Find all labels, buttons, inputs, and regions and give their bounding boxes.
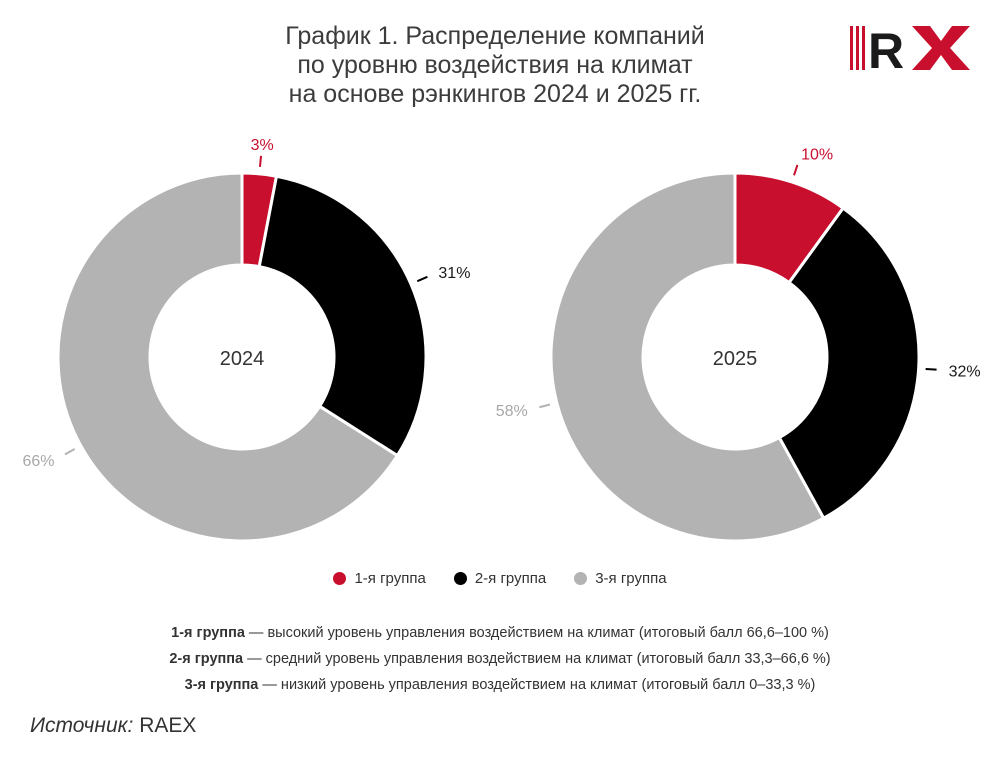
center-label-2024: 2024 (220, 348, 265, 370)
note-text-group-3: — низкий уровень управления воздействием… (258, 677, 816, 693)
title-line-2: по уровню воздействия на климат (297, 51, 693, 79)
data-label-2024-group-3: 66% (22, 453, 54, 470)
title-line-3: на основе рэнкингов 2024 и 2025 гг. (288, 80, 702, 108)
leader-line-2024-group-1 (258, 155, 263, 167)
slice-2025-group-3 (549, 171, 826, 543)
source-line: Источник: RAEX (30, 714, 196, 738)
legend-dot-group-3 (574, 572, 588, 585)
title-line-1: График 1. Распределение компаний (285, 22, 705, 50)
legend-label-group-2: 2-я группа (474, 570, 547, 587)
legend-item-group-2: 2-я группа (453, 570, 547, 587)
raex-logo: R (850, 23, 970, 74)
legend-label-group-1: 1-я группа (354, 570, 426, 587)
note-group-2: 2-я группа — средний уровень управления … (0, 646, 1000, 672)
leader-line-2025-group-1 (793, 164, 799, 176)
legend-dot-group-2 (453, 572, 467, 585)
note-term-group-1: 1-я группа (171, 625, 245, 641)
group-definitions: 1-я группа — высокий уровень управления … (0, 620, 1000, 698)
note-group-1: 1-я группа — высокий уровень управления … (0, 620, 1000, 646)
data-label-2025-group-1: 10% (801, 146, 833, 163)
donut-charts: 3% 31% 66% 2024 10% 32% 58% 2025 (22, 137, 981, 543)
leader-line-2024-group-3 (64, 448, 76, 456)
legend-dot-group-1 (333, 572, 347, 585)
slice-2025-group-2 (777, 206, 921, 521)
note-text-group-1: — высокий уровень управления воздействие… (244, 625, 829, 641)
slice-2024-group-2 (257, 174, 428, 458)
data-label-2024-group-1: 3% (251, 137, 274, 154)
legend-item-group-1: 1-я группа (333, 570, 426, 587)
legend-item-group-3: 3-я группа (574, 570, 667, 587)
chart-legend: 1-я группа 2-я группа 3-я группа (0, 570, 1000, 587)
data-label-2024-group-2: 31% (438, 265, 470, 282)
source-value: RAEX (133, 714, 197, 737)
note-text-group-2: — средний уровень управления воздействие… (243, 651, 831, 667)
legend-label-group-3: 3-я группа (595, 570, 667, 587)
note-group-3: 3-я группа — низкий уровень управления в… (0, 672, 1000, 698)
note-term-group-2: 2-я группа (169, 651, 244, 667)
note-term-group-3: 3-я группа (184, 677, 259, 693)
leader-line-2025-group-2 (925, 367, 937, 371)
leader-line-2025-group-3 (539, 403, 551, 409)
data-label-2025-group-3: 58% (496, 403, 528, 420)
leader-line-2024-group-2 (416, 275, 428, 283)
slice-2024-group-3 (56, 171, 400, 543)
center-label-2025: 2025 (713, 348, 758, 370)
data-label-2025-group-2: 32% (949, 363, 981, 380)
chart-title: График 1. Распределение компаний по уров… (195, 22, 795, 109)
source-label: Источник: (30, 714, 134, 737)
